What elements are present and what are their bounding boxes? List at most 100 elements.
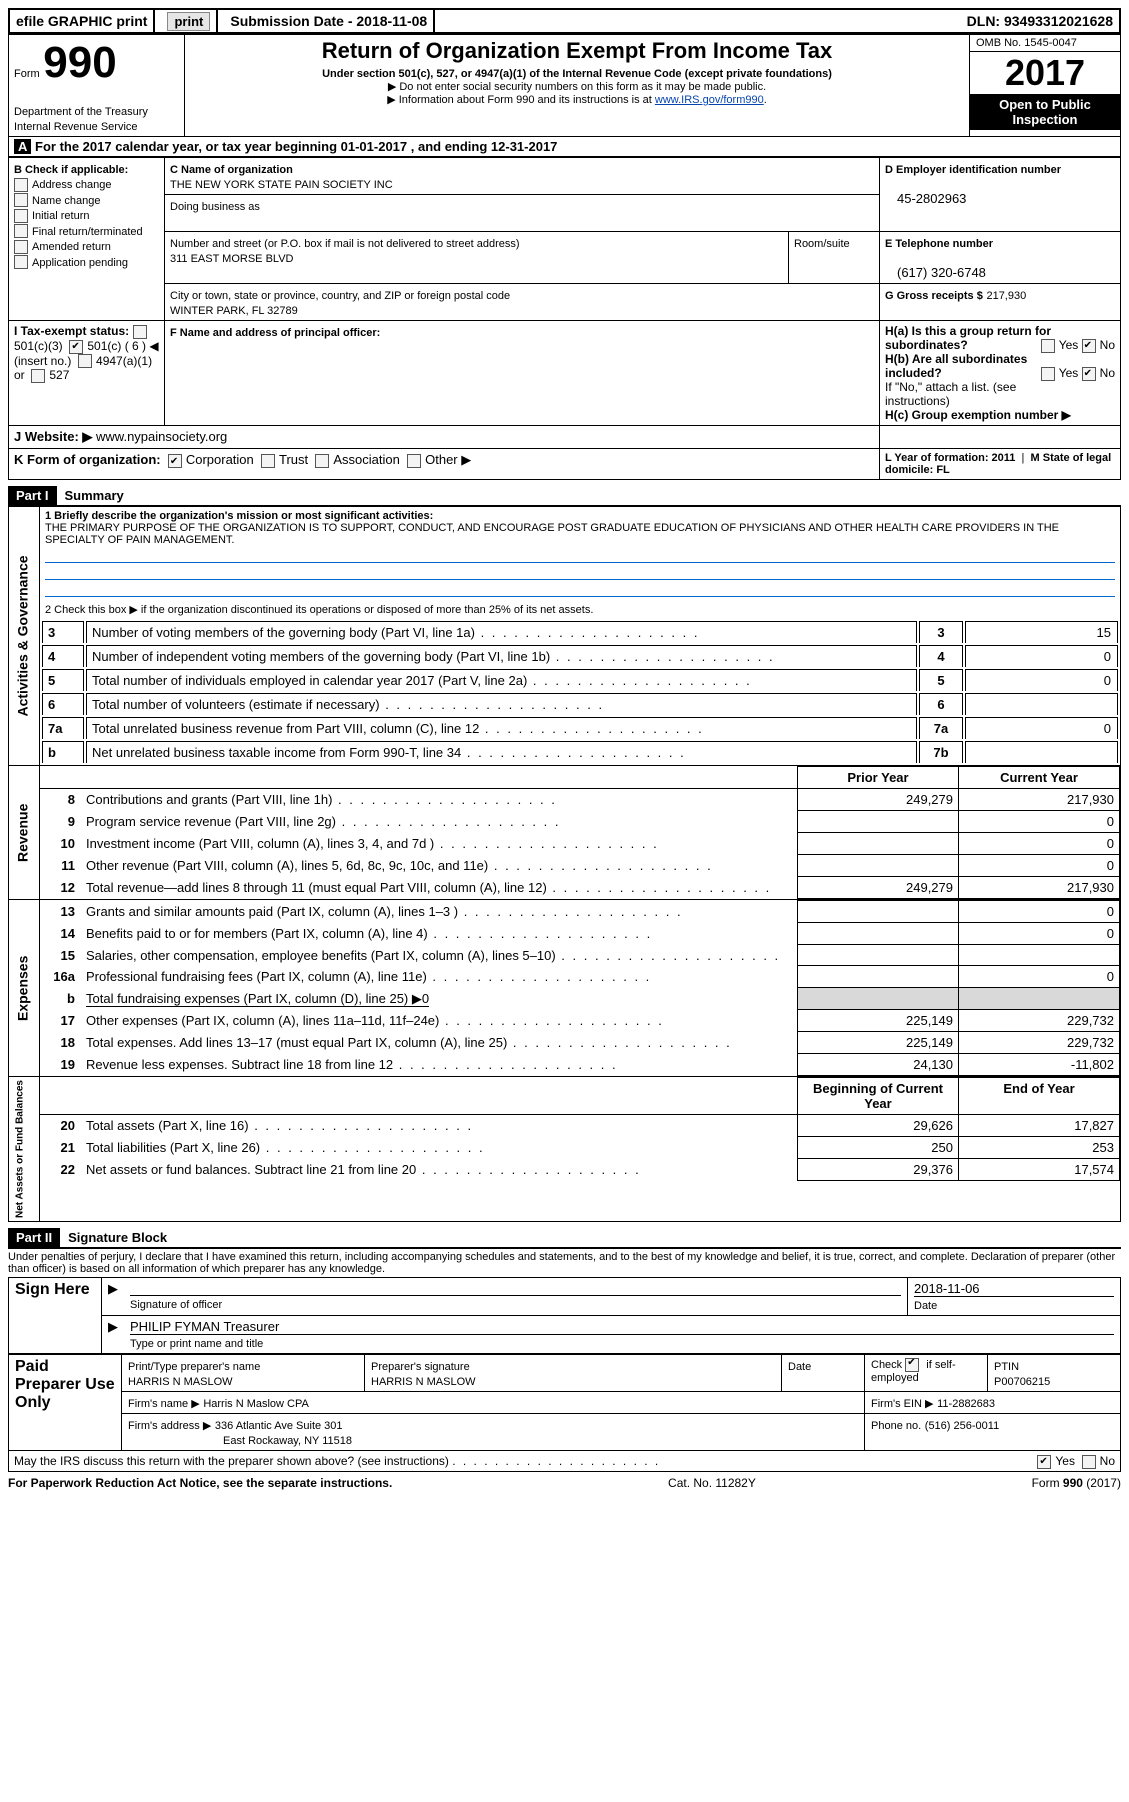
lbl-amended: Amended return	[32, 241, 111, 253]
form-label: Form	[14, 68, 40, 80]
table-row: 14Benefits paid to or for members (Part …	[40, 923, 1120, 945]
ptin-lbl: PTIN	[994, 1361, 1019, 1373]
street-label: Number and street (or P.O. box if mail i…	[170, 238, 520, 250]
phone-lbl: Phone no.	[871, 1420, 921, 1432]
cb-4947[interactable]	[78, 354, 92, 368]
submission-date: Submission Date - 2018-11-08	[224, 10, 435, 32]
lbl-name-change: Name change	[32, 195, 101, 207]
table-row: 11Other revenue (Part VIII, column (A), …	[40, 855, 1120, 877]
ha-yes: Yes	[1059, 338, 1079, 352]
cb-discuss-no[interactable]	[1082, 1455, 1096, 1469]
cb-trust[interactable]	[261, 454, 275, 468]
cb-ha-no[interactable]	[1082, 339, 1096, 353]
check-self: Check if self-employed	[871, 1359, 956, 1384]
officer-name: PHILIP FYMAN Treasurer	[130, 1319, 1114, 1335]
table-row: 8Contributions and grants (Part VIII, li…	[40, 789, 1120, 811]
table-row: 9Program service revenue (Part VIII, lin…	[40, 811, 1120, 833]
cb-self-emp[interactable]	[905, 1358, 919, 1372]
table-row: bTotal fundraising expenses (Part IX, co…	[40, 988, 1120, 1010]
pra-notice: For Paperwork Reduction Act Notice, see …	[8, 1476, 392, 1490]
print-button[interactable]: print	[167, 12, 210, 31]
opt-other: Other ▶	[425, 452, 471, 467]
line-a: A For the 2017 calendar year, or tax yea…	[8, 137, 1121, 157]
lbl-address-change: Address change	[32, 179, 112, 191]
gov-row: 3 Number of voting members of the govern…	[42, 621, 1118, 643]
gov-row: 5 Total number of individuals employed i…	[42, 669, 1118, 691]
prep-sig-lbl: Preparer's signature	[371, 1361, 470, 1373]
table-row: 10Investment income (Part VIII, column (…	[40, 833, 1120, 855]
cb-hb-no[interactable]	[1082, 367, 1096, 381]
table-row: 13Grants and similar amounts paid (Part …	[40, 901, 1120, 923]
org-name: THE NEW YORK STATE PAIN SOCIETY INC	[170, 179, 393, 191]
cb-final[interactable]	[14, 224, 28, 238]
sign-here: Sign Here	[9, 1278, 102, 1354]
hb-label: H(b) Are all subordinates included?	[885, 352, 1027, 380]
table-row: 18Total expenses. Add lines 13–17 (must …	[40, 1032, 1120, 1054]
date-lbl: Date	[914, 1300, 937, 1312]
e-label: E Telephone number	[885, 238, 993, 250]
paid-prep: Paid Preparer Use Only	[9, 1355, 122, 1451]
net-table: Beginning of Current Year End of Year 20…	[40, 1077, 1120, 1181]
hb-note: If "No," attach a list. (see instruction…	[885, 380, 1016, 408]
ptin: P00706215	[994, 1376, 1050, 1388]
side-governance: Activities & Governance	[9, 506, 40, 766]
cb-name-change[interactable]	[14, 193, 28, 207]
gov-row: 6 Total number of volunteers (estimate i…	[42, 693, 1118, 715]
f-label: F Name and address of principal officer:	[170, 327, 380, 339]
cb-other[interactable]	[407, 454, 421, 468]
street: 311 EAST MORSE BLVD	[170, 253, 294, 265]
website: www.nypainsociety.org	[96, 429, 227, 444]
gross-receipts: 217,930	[986, 290, 1026, 302]
note2: ▶ Information about Form 990 and its ins…	[190, 93, 964, 106]
sig-officer-lbl: Signature of officer	[130, 1299, 222, 1311]
lbl-initial: Initial return	[32, 210, 89, 222]
dba-label: Doing business as	[170, 201, 260, 213]
side-net: Net Assets or Fund Balances	[9, 1077, 40, 1222]
part1-title: Summary	[65, 488, 124, 503]
summary-block: Activities & Governance 1 Briefly descri…	[8, 505, 1121, 1222]
cb-corp[interactable]	[168, 454, 182, 468]
firm-addr2: East Rockaway, NY 11518	[128, 1435, 352, 1447]
table-row: 17Other expenses (Part IX, column (A), l…	[40, 1010, 1120, 1032]
cb-amended[interactable]	[14, 240, 28, 254]
cb-discuss-yes[interactable]	[1037, 1455, 1051, 1469]
opt-trust: Trust	[279, 452, 308, 467]
cb-ha-yes[interactable]	[1041, 339, 1055, 353]
table-row: 20Total assets (Part X, line 16)29,62617…	[40, 1115, 1120, 1137]
irs-link[interactable]: www.IRS.gov/form990	[655, 94, 764, 106]
cb-initial[interactable]	[14, 209, 28, 223]
prep-phone: (516) 256-0011	[925, 1420, 999, 1432]
l1-label: 1 Briefly describe the organization's mi…	[45, 510, 433, 522]
cb-hb-yes[interactable]	[1041, 367, 1055, 381]
dept: Department of the Treasury	[14, 106, 148, 118]
form-number: 990	[43, 38, 116, 87]
part1-header: Part I Summary	[8, 486, 1121, 505]
discuss-yes: Yes	[1055, 1454, 1075, 1468]
l-label: L Year of formation: 2011	[885, 452, 1015, 464]
firm-ein-lbl: Firm's EIN ▶	[871, 1398, 934, 1410]
table-row: 15Salaries, other compensation, employee…	[40, 945, 1120, 966]
part2-header: Part II Signature Block	[8, 1228, 1121, 1247]
lbl-pending: Application pending	[32, 257, 128, 269]
cb-assoc[interactable]	[315, 454, 329, 468]
box-b-label: B Check if applicable:	[14, 164, 128, 176]
cb-pending[interactable]	[14, 255, 28, 269]
ein: 45-2802963	[885, 191, 966, 206]
l1-text: THE PRIMARY PURPOSE OF THE ORGANIZATION …	[45, 522, 1115, 546]
opt-527: 527	[49, 368, 69, 382]
cb-501c3[interactable]	[133, 325, 147, 339]
side-revenue: Revenue	[9, 766, 40, 900]
note1: ▶ Do not enter social security numbers o…	[190, 80, 964, 93]
cb-address-change[interactable]	[14, 178, 28, 192]
top-bar: efile GRAPHIC print print Submission Dat…	[8, 8, 1121, 34]
sign-here-block: Sign Here ▶ Signature of officer 2018-11…	[8, 1277, 1121, 1354]
open-to-public: Open to Public Inspection	[970, 94, 1120, 130]
note2-pre: ▶ Information about Form 990 and its ins…	[387, 94, 655, 106]
hdr-begin: Beginning of Current Year	[798, 1078, 959, 1115]
cb-501c[interactable]	[69, 340, 83, 354]
cb-527[interactable]	[31, 369, 45, 383]
part2-label: Part II	[8, 1228, 60, 1247]
hb-no: No	[1100, 366, 1115, 380]
revenue-table: Prior Year Current Year 8Contributions a…	[40, 766, 1120, 899]
tax-year: 2017	[970, 52, 1120, 94]
